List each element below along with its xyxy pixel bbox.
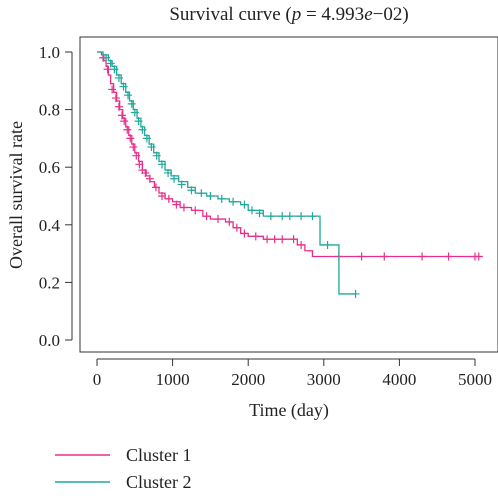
- x-tick-label: 2000: [231, 370, 265, 389]
- series-2-line: [97, 51, 356, 295]
- censor-mark: [129, 143, 138, 152]
- chart-title-e: e: [364, 4, 372, 25]
- censor-mark: [123, 125, 132, 134]
- censor-mark: [229, 197, 238, 206]
- y-axis: 0.0 0.2 0.4 0.6 0.8 1.0: [39, 43, 73, 350]
- censor-mark: [351, 289, 360, 298]
- censor-mark: [170, 174, 179, 183]
- censor-mark: [474, 252, 483, 261]
- chart-title-end: −02): [373, 4, 409, 25]
- censor-mark: [103, 65, 112, 74]
- censor-mark: [158, 192, 167, 200]
- censor-mark: [297, 240, 306, 249]
- censor-mark: [164, 168, 173, 177]
- y-tick-label: 1.0: [39, 43, 60, 62]
- censor-mark: [126, 134, 135, 143]
- censor-mark: [191, 206, 200, 215]
- x-tick-label: 0: [93, 370, 102, 389]
- censor-mark: [380, 252, 389, 261]
- censor-mark: [152, 151, 161, 160]
- censor-mark: [263, 235, 272, 244]
- censor-mark: [138, 125, 147, 134]
- censor-mark: [197, 189, 206, 198]
- censor-mark: [232, 223, 241, 232]
- censor-mark: [357, 252, 366, 261]
- censor-mark: [110, 65, 119, 74]
- legend-label: Cluster 1: [126, 445, 192, 465]
- censor-mark: [225, 217, 234, 226]
- censor-mark: [289, 235, 298, 244]
- x-tick-label: 5000: [458, 370, 492, 389]
- censor-mark: [145, 174, 154, 183]
- censor-mark: [135, 160, 144, 169]
- censor-mark: [106, 59, 115, 68]
- x-tick-label: 3000: [307, 370, 341, 389]
- censor-mark: [206, 192, 215, 200]
- censor-mark: [418, 252, 427, 261]
- censor-mark: [102, 53, 111, 62]
- censor-mark: [130, 108, 139, 117]
- x-tick-label: 1000: [156, 370, 190, 389]
- y-tick-label: 0.2: [39, 273, 60, 292]
- censor-mark: [285, 212, 294, 221]
- censor-mark: [278, 212, 287, 221]
- series-layer: [97, 51, 483, 298]
- y-tick-label: 0.8: [39, 101, 60, 120]
- censor-mark: [278, 235, 287, 244]
- censor-mark: [308, 212, 317, 221]
- chart-title-prefix: Survival curve (: [169, 4, 291, 25]
- censor-mark: [158, 160, 167, 169]
- censor-mark: [119, 82, 128, 91]
- chart-title-p: p: [290, 4, 302, 25]
- series-1-line: [97, 51, 483, 258]
- censor-mark: [187, 186, 196, 195]
- chart-title-mid: = 4.993: [301, 4, 364, 25]
- censor-mark: [172, 200, 181, 209]
- censor-mark: [202, 212, 211, 221]
- censor-mark: [164, 194, 173, 203]
- y-tick-label: 0.0: [39, 331, 60, 350]
- censor-mark: [132, 151, 141, 160]
- censor-mark: [127, 99, 136, 108]
- x-tick-label: 4000: [382, 370, 416, 389]
- censor-mark: [123, 91, 132, 100]
- censor-mark: [444, 252, 453, 261]
- censor-mark: [134, 117, 143, 126]
- censor-mark: [142, 134, 151, 143]
- y-axis-label: Overall survival rate: [6, 121, 26, 269]
- censor-mark: [240, 229, 249, 238]
- y-tick-label: 0.4: [39, 216, 61, 235]
- censor-mark: [108, 85, 117, 94]
- censor-mark: [323, 240, 332, 249]
- x-axis: 0 1000 2000 3000 4000 5000: [93, 358, 492, 389]
- chart-title: Survival curve (p = 4.993e−02): [169, 4, 408, 25]
- censor-mark: [177, 180, 186, 189]
- censor-mark: [251, 232, 260, 241]
- censor-mark: [255, 209, 264, 218]
- legend: Cluster 1 Cluster 2: [55, 445, 192, 492]
- plot-frame: [79, 36, 498, 353]
- y-tick-label: 0.6: [39, 158, 60, 177]
- censor-mark: [297, 212, 306, 221]
- censor-mark: [247, 206, 256, 215]
- censor-mark: [120, 117, 129, 126]
- censor-mark: [266, 212, 275, 221]
- censor-mark: [147, 143, 156, 152]
- censor-mark: [114, 102, 123, 111]
- censor-mark: [270, 235, 279, 244]
- censor-mark: [240, 200, 249, 209]
- legend-label: Cluster 2: [126, 472, 192, 492]
- censor-mark: [217, 194, 226, 203]
- censor-mark: [117, 111, 126, 120]
- censor-mark: [141, 168, 150, 177]
- censor-mark: [111, 94, 120, 103]
- censor-mark: [114, 73, 123, 82]
- censor-mark: [179, 203, 188, 212]
- x-axis-label: Time (day): [249, 400, 329, 421]
- censor-mark: [213, 215, 222, 224]
- censor-mark: [151, 183, 160, 192]
